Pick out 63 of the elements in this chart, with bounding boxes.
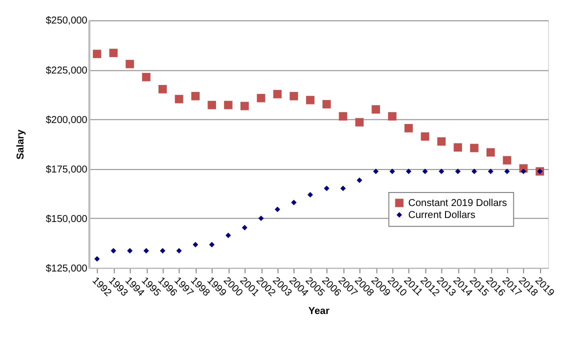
- point: [208, 100, 216, 110]
- y-tick-label: $225,000: [46, 65, 88, 76]
- point: [472, 168, 477, 174]
- point: [306, 96, 314, 104]
- point: [176, 248, 182, 254]
- point: [290, 92, 298, 100]
- point: [404, 124, 413, 132]
- point: [242, 224, 248, 230]
- point: [144, 248, 149, 254]
- point: [92, 50, 102, 58]
- legend-label: Constant 2019 Dollars: [408, 198, 507, 209]
- y-tick-label: $250,000: [46, 16, 88, 27]
- point: [160, 248, 166, 254]
- point: [224, 100, 232, 110]
- point: [256, 94, 266, 102]
- point: [191, 92, 200, 100]
- point: [340, 186, 346, 192]
- point: [110, 248, 116, 254]
- point: [373, 168, 379, 174]
- point: [226, 232, 231, 238]
- point: [422, 168, 428, 174]
- y-tick-label: $175,000: [46, 164, 88, 176]
- y-tick-label: $125,000: [46, 263, 88, 274]
- point: [438, 168, 444, 174]
- point: [488, 168, 494, 174]
- point: [209, 242, 215, 248]
- point: [273, 90, 282, 98]
- point: [388, 112, 396, 120]
- point: [142, 72, 150, 82]
- legend-label: Current Dollars: [408, 210, 476, 221]
- point: [274, 206, 280, 212]
- point: [454, 143, 462, 152]
- point: [372, 105, 380, 114]
- point: [192, 242, 198, 248]
- point: [158, 84, 167, 94]
- point: [356, 178, 362, 184]
- point: [338, 112, 348, 120]
- point: [420, 132, 430, 141]
- point: [174, 94, 184, 104]
- point: [127, 248, 133, 254]
- point: [437, 137, 446, 146]
- point: [470, 144, 478, 152]
- point: [504, 168, 510, 174]
- point: [486, 148, 495, 157]
- point: [240, 102, 249, 110]
- point: [322, 100, 331, 108]
- x-axis-title: Year: [308, 306, 330, 318]
- point: [258, 216, 264, 222]
- point: [308, 192, 313, 198]
- point: [455, 168, 461, 174]
- point: [355, 118, 364, 126]
- point: [502, 156, 512, 164]
- point: [291, 200, 297, 206]
- point: [520, 168, 526, 174]
- point: [94, 256, 100, 262]
- point: [406, 168, 412, 174]
- point: [126, 60, 134, 68]
- y-tick-label: $150,000: [46, 214, 88, 225]
- point: [324, 186, 330, 192]
- y-axis-title: Salary: [16, 129, 27, 160]
- point: [390, 168, 395, 174]
- point: [109, 48, 118, 58]
- y-tick-label: $200,000: [46, 114, 88, 126]
